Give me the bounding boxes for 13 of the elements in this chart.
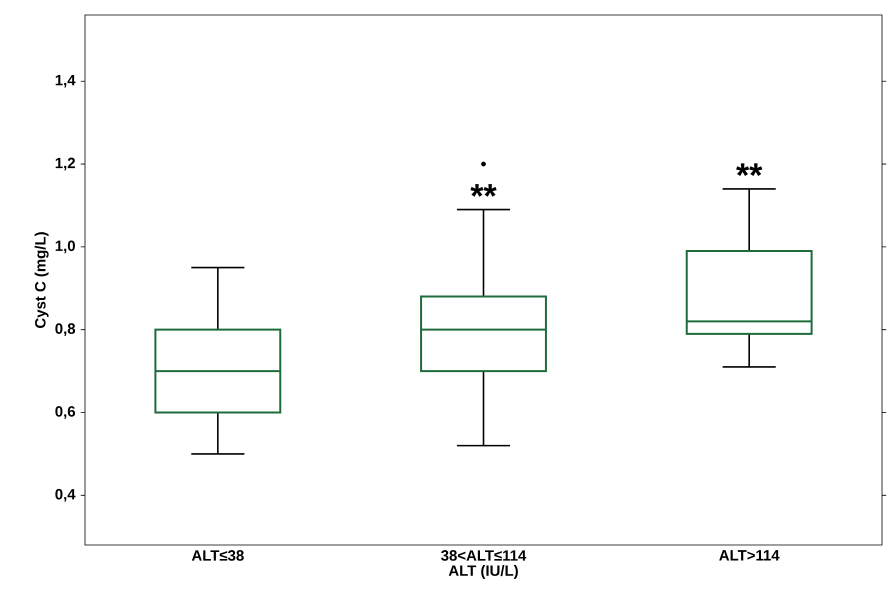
y-axis-title: Cyst C (mg/L) (34, 232, 49, 328)
annotation: ** (736, 163, 762, 176)
y-tick-label: 0,4 (55, 488, 76, 502)
x-tick-label: ALT>114 (719, 550, 780, 560)
annotation: ** (470, 184, 497, 197)
y-tick-label: 0,8 (55, 323, 76, 336)
y-tick-label: 1,2 (56, 158, 75, 170)
y-tick-label: 1,0 (56, 240, 75, 254)
x-axis-title: ALT (IU/L) (448, 564, 518, 579)
y-tick-label: 0,6 (55, 406, 76, 419)
y-tick-label: 1,4 (56, 74, 76, 88)
x-tick-label: 38<ALT≤114 (441, 550, 526, 561)
x-tick-label: ALT≤38 (192, 550, 244, 561)
